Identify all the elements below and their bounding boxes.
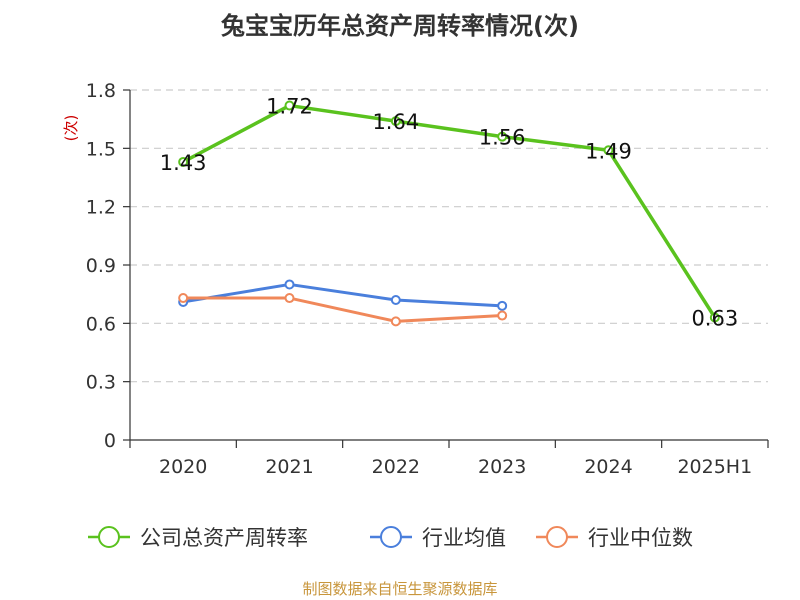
data-point — [497, 131, 508, 142]
x-tick-label: 2021 — [265, 456, 313, 478]
legend-label: 公司总资产周转率 — [140, 526, 308, 550]
legend-marker — [98, 526, 120, 548]
data-point — [497, 310, 508, 321]
axes: 0 0.3 0.6 0.9 1.2 1.5 1.8 2020 2021 2022 2023 2024 2… — [86, 80, 769, 478]
y-tick-label: 0.9 — [86, 255, 116, 277]
legend-marker — [546, 526, 568, 548]
data-label: 1.43 — [160, 151, 207, 175]
data-point — [390, 316, 401, 327]
series-line — [182, 103, 717, 319]
data-point — [390, 116, 401, 127]
data-label: 1.56 — [479, 126, 526, 150]
data-point — [284, 279, 295, 290]
data-label: 1.72 — [266, 95, 313, 119]
series-line — [182, 282, 503, 308]
y-tick-label: 0.6 — [86, 313, 116, 335]
data-point — [390, 295, 401, 305]
data-label: 1.49 — [585, 139, 632, 163]
y-tick-label: 1.2 — [86, 197, 116, 219]
series-layer — [178, 100, 720, 327]
data-point — [178, 156, 189, 167]
legend-label: 行业中位数 — [588, 526, 693, 550]
data-point — [709, 312, 720, 323]
legend-marker — [380, 526, 402, 548]
source-footer: 制图数据来自恒生聚源数据库 — [302, 580, 498, 598]
data-label: 0.63 — [691, 307, 738, 331]
data-label: 1.64 — [372, 110, 419, 134]
x-tick-label: 2020 — [159, 456, 207, 478]
x-tick-label: 2024 — [584, 456, 632, 478]
legend-label: 行业均值 — [422, 526, 506, 550]
chart-title: 兔宝宝历年总资产周转率情况(次) — [221, 12, 579, 40]
data-point — [497, 300, 508, 311]
x-tick-label: 2023 — [478, 456, 526, 478]
series-line — [183, 296, 503, 323]
x-tick-label: 2022 — [372, 456, 420, 478]
y-axis-label: (次) — [62, 115, 80, 142]
data-point — [603, 145, 614, 156]
y-tick-label: 0 — [104, 430, 116, 452]
x-tick-label: 2025H1 — [677, 456, 752, 478]
data-point — [284, 293, 295, 304]
y-tick-label: 1.8 — [86, 80, 116, 102]
data-labels: 1.43 1.72 1.64 1.56 1.49 0.63 — [160, 95, 738, 331]
grid-lines — [130, 89, 768, 383]
legend: 公司总资产周转率 行业均值 行业中位数 — [88, 526, 693, 550]
data-point — [178, 293, 189, 304]
y-tick-label: 0.3 — [86, 372, 116, 394]
y-tick-label: 1.5 — [86, 138, 116, 160]
data-point — [284, 100, 295, 111]
